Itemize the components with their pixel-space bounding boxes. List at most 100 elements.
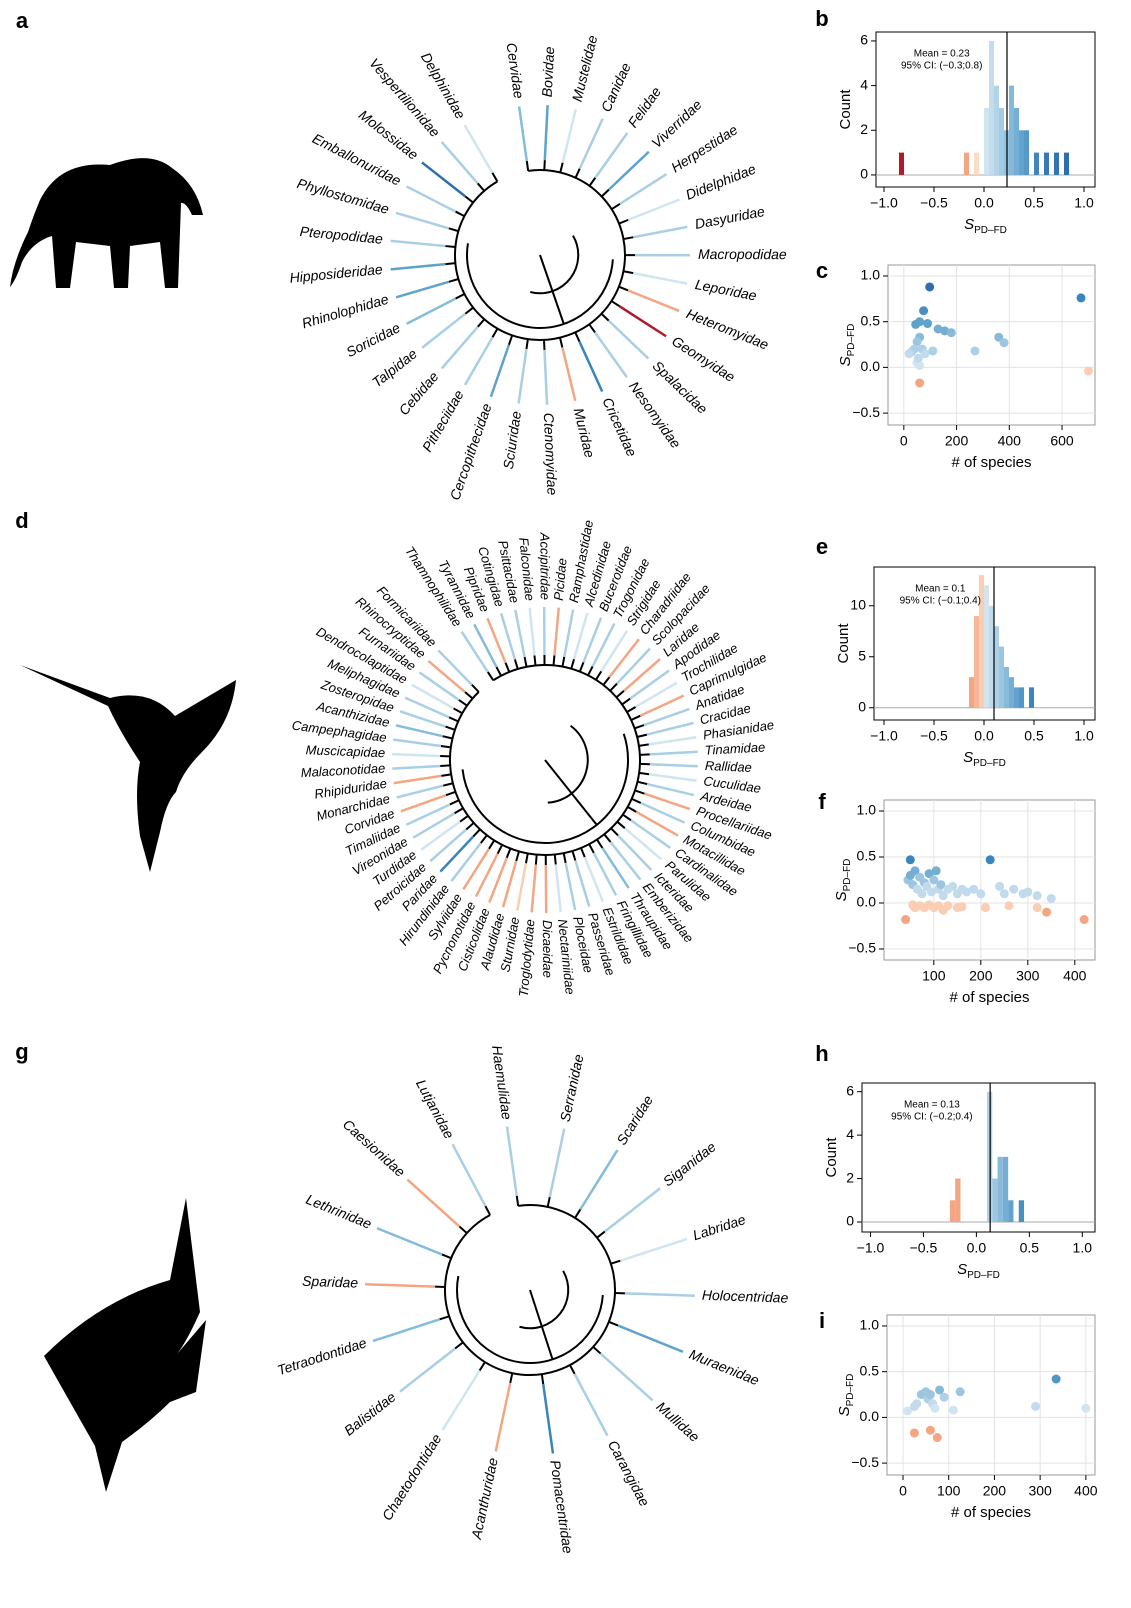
x-tick-label: 1.0	[1074, 728, 1094, 744]
histogram-bar	[992, 1178, 998, 1223]
leaf-branch	[528, 607, 536, 656]
tree-branch	[618, 285, 629, 292]
leaf-branch	[494, 1382, 512, 1452]
leaf-branch	[608, 150, 650, 191]
panel-letter: h	[815, 1041, 828, 1066]
panel-letter: i	[819, 1308, 825, 1333]
x-tick-label: 400	[1074, 1483, 1098, 1499]
leaf-branch	[617, 834, 653, 871]
leaf-label: Accipitridae	[537, 532, 552, 600]
leaf-branch	[579, 1149, 619, 1211]
leaf-branch	[365, 1282, 436, 1288]
histogram-bar	[1034, 152, 1039, 175]
panel-letter: g	[15, 1039, 28, 1064]
y-tick-label: 0	[846, 1213, 854, 1229]
leaf-branch	[619, 305, 667, 338]
leaf-branch	[501, 860, 518, 908]
x-tick-label: 300	[1028, 1483, 1052, 1499]
histogram-bar	[1024, 130, 1029, 175]
leaf-branch	[516, 863, 528, 911]
tree-branch	[611, 202, 621, 211]
axis-label-subscript: PD–FD	[846, 324, 857, 357]
tree-branch	[596, 1230, 606, 1239]
tree-branch	[574, 1208, 582, 1219]
scatter-point	[928, 346, 938, 356]
scatter-point	[981, 903, 991, 913]
x-tick-label: 0.5	[1024, 728, 1044, 744]
tree-branch	[637, 780, 648, 786]
tree-branch	[488, 839, 496, 850]
axis-label: SPD–FD	[837, 324, 857, 367]
histogram-bar	[1009, 85, 1014, 175]
leaf-branch	[592, 852, 618, 897]
leaf-branch	[630, 819, 671, 849]
scatter-point	[970, 346, 980, 356]
leaf-branch	[440, 325, 479, 370]
tree-branch	[588, 177, 597, 187]
leaf-branch	[393, 774, 442, 785]
tree-branch	[471, 684, 480, 693]
axis-label: SPD–FD	[957, 1261, 1000, 1281]
leaf-branch	[437, 649, 473, 686]
axis-label-subscript: PD–FD	[967, 1270, 1000, 1281]
tree-branch	[595, 670, 603, 681]
axis-label-symbol: S	[957, 1261, 967, 1278]
y-tick-label: 6	[846, 1082, 854, 1098]
leaf-branch	[623, 658, 661, 692]
y-tick-label: 2	[846, 1169, 854, 1185]
tree-branch	[513, 659, 519, 670]
tree-branch	[496, 844, 504, 855]
tree-branch	[445, 725, 456, 731]
tree-branch	[515, 1195, 520, 1206]
leaf-branch	[399, 710, 446, 728]
tree-branch	[630, 714, 641, 721]
tree-branch	[439, 1315, 450, 1321]
leaf-branch	[573, 1373, 609, 1437]
fish-silhouette	[44, 1198, 206, 1492]
tree-branch	[574, 168, 581, 179]
leaf-branch	[599, 1352, 654, 1402]
scatter-point	[1009, 884, 1019, 894]
tree-branch	[440, 745, 451, 749]
axis-label: Count	[823, 1137, 840, 1178]
histogram-bar	[964, 152, 969, 175]
leaf-label: Tinamidae	[704, 740, 765, 758]
leaf-label: Lutjanidae	[413, 1077, 458, 1142]
tree-branch	[459, 814, 469, 823]
histogram-bar	[1009, 677, 1014, 708]
tree-branch	[638, 771, 650, 776]
tree-branch	[491, 172, 499, 182]
tree-branch	[448, 716, 459, 723]
leaf-branch	[578, 118, 604, 170]
y-tick-label: 0.0	[857, 894, 877, 910]
tree-branch	[603, 833, 612, 843]
tree-branch	[592, 1346, 602, 1355]
tree-branch	[464, 195, 474, 204]
leaf-label: Chaetodontidae	[379, 1431, 445, 1523]
scatter-point	[936, 880, 946, 890]
plot-frame	[887, 264, 1096, 426]
histogram-bar	[974, 152, 979, 175]
scatter-point	[969, 884, 979, 894]
histogram-bar	[1029, 687, 1034, 708]
scatter-point	[1031, 1401, 1041, 1411]
leaf-branch	[624, 827, 663, 861]
x-tick-label: 200	[969, 968, 993, 984]
tree-branch	[636, 733, 648, 738]
tree-branch	[610, 1259, 621, 1265]
leaf-branch	[390, 262, 446, 271]
tree-branch	[455, 293, 465, 300]
y-tick-label: −0.5	[852, 404, 880, 420]
tree-branch	[622, 813, 632, 822]
leaf-branch	[376, 1227, 443, 1256]
tree-branch	[507, 334, 514, 346]
x-tick-label: 400	[998, 433, 1022, 449]
mean-annotation: Mean = 0.23	[914, 49, 970, 60]
tree-branch	[578, 661, 585, 672]
y-tick-label: 0.5	[857, 848, 877, 864]
tree-branch	[615, 690, 625, 699]
scatter-point	[915, 361, 925, 371]
tree-branch	[449, 664, 641, 856]
histogram-bar	[1014, 687, 1019, 708]
y-tick-label: 0.0	[861, 358, 881, 374]
